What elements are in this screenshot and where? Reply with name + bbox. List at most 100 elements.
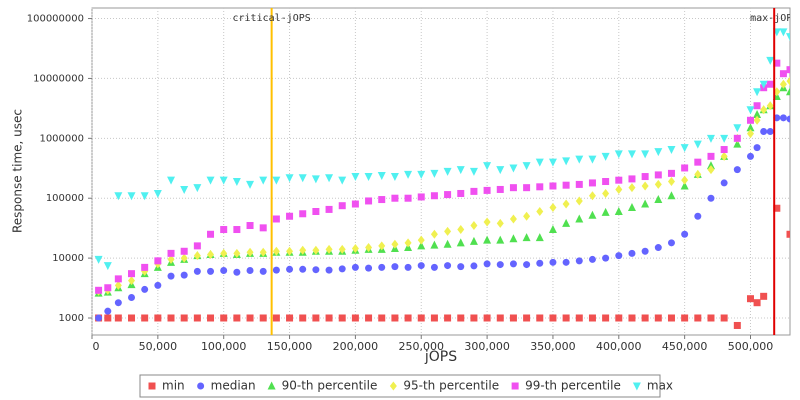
point (233, 314, 241, 322)
point (575, 180, 583, 188)
point (246, 247, 254, 257)
point (207, 314, 215, 322)
point (220, 314, 228, 322)
point (496, 235, 505, 244)
point (180, 185, 189, 194)
point (325, 314, 333, 322)
point (746, 106, 755, 115)
point (549, 202, 557, 212)
point (470, 314, 478, 322)
point (562, 218, 571, 227)
point (127, 192, 136, 201)
point (654, 314, 662, 322)
axes: 0 50,000 100,000 150,000 200,000 250,000 300,0… (27, 14, 774, 353)
point (773, 204, 781, 212)
y-tick-label: 100000000 (27, 14, 84, 25)
point (496, 185, 504, 193)
point (720, 151, 728, 161)
point (588, 155, 597, 164)
point (430, 192, 438, 200)
point (104, 307, 112, 315)
point (628, 249, 636, 257)
point (167, 176, 176, 185)
x-tick-label: 50,000 (139, 340, 178, 353)
point (483, 235, 492, 244)
point (615, 184, 623, 194)
point (548, 225, 557, 234)
point (351, 243, 359, 253)
legend-marker (389, 381, 397, 391)
point (523, 261, 531, 269)
point (627, 150, 636, 159)
point (627, 202, 636, 211)
point (378, 241, 386, 251)
point (766, 56, 775, 65)
point (128, 270, 136, 278)
point (207, 267, 215, 275)
point (104, 284, 112, 292)
point (693, 140, 702, 149)
point (614, 150, 623, 159)
legend-marker (197, 382, 205, 390)
point (220, 226, 228, 234)
point (786, 33, 790, 42)
point (180, 247, 188, 255)
point (378, 314, 386, 322)
point (246, 222, 254, 230)
point (391, 314, 399, 322)
point (193, 314, 201, 322)
plot-area (91, 7, 791, 336)
point (233, 268, 241, 276)
point (707, 314, 715, 322)
legend-label: median (211, 379, 256, 393)
point (588, 314, 596, 322)
point (378, 263, 386, 271)
point (444, 191, 452, 199)
point (536, 206, 544, 216)
point (391, 263, 399, 271)
point (641, 181, 649, 191)
point (779, 114, 787, 122)
point (549, 182, 557, 190)
point (667, 177, 675, 187)
point (286, 314, 294, 322)
point (779, 79, 787, 89)
point (720, 146, 728, 154)
plot: critical-jOPS max-jOPS (94, 8, 790, 335)
point (641, 150, 650, 159)
point (654, 179, 662, 189)
point (615, 176, 623, 184)
y-tick-label: 10000000 (33, 73, 84, 84)
point (601, 152, 610, 161)
point (457, 189, 465, 197)
point (483, 314, 491, 322)
point (509, 214, 517, 224)
point (141, 314, 149, 322)
point (575, 155, 584, 164)
point (680, 181, 689, 190)
point (694, 212, 702, 220)
point (272, 266, 280, 274)
point (746, 116, 754, 124)
threshold-label: critical-jOPS (232, 13, 310, 24)
point (786, 66, 790, 74)
point (549, 258, 557, 266)
point (457, 263, 465, 271)
point (443, 167, 452, 176)
point (628, 314, 636, 322)
point (641, 173, 649, 181)
point (766, 101, 774, 111)
point (153, 189, 162, 198)
point (364, 173, 373, 182)
point (602, 178, 610, 186)
point (351, 173, 360, 182)
point (667, 169, 675, 177)
point (167, 254, 175, 264)
point (509, 234, 518, 243)
point (588, 210, 597, 219)
point (628, 175, 636, 183)
point (706, 161, 715, 170)
point (444, 262, 452, 270)
point (614, 206, 623, 215)
point (760, 292, 768, 300)
